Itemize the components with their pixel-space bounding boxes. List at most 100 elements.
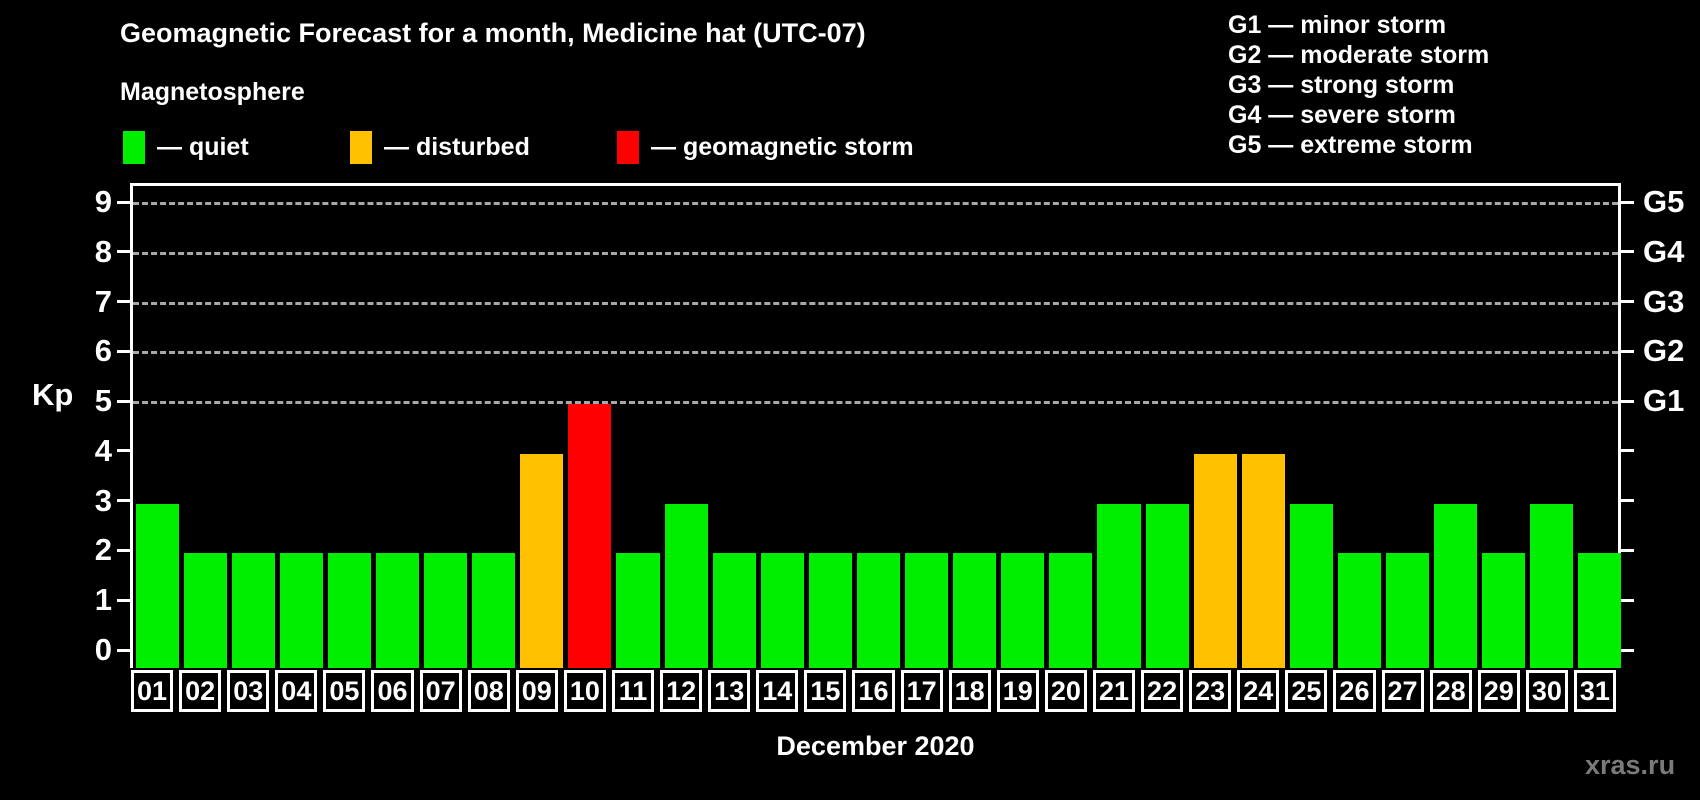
y-tick-label-6: 6 <box>94 333 112 369</box>
day-label-10: 10 <box>563 670 606 712</box>
day-label-04: 04 <box>275 670 318 712</box>
kp-bar-day-08 <box>472 553 516 668</box>
left-tick-kp4 <box>117 449 130 453</box>
kp-bar-day-12 <box>664 503 708 668</box>
day-label-20: 20 <box>1044 670 1087 712</box>
watermark: xras.ru <box>1585 750 1676 780</box>
y-tick-label-2: 2 <box>94 532 112 568</box>
gridline-kp8 <box>133 251 1618 255</box>
g-scale-tick-label-g5: G5 <box>1643 184 1685 219</box>
y-tick-label-9: 9 <box>94 184 112 219</box>
day-label-08: 08 <box>467 670 510 712</box>
kp-bar-day-19 <box>1001 553 1045 668</box>
y-tick-label-0: 0 <box>94 632 112 667</box>
gridline-kp9 <box>133 202 1618 205</box>
legend-heading: Magnetosphere <box>120 78 305 106</box>
x-axis-title: December 2020 <box>776 731 975 761</box>
day-label-05: 05 <box>323 670 366 712</box>
day-label-12: 12 <box>660 670 703 712</box>
right-tick-kp9 <box>1621 200 1634 204</box>
y-tick-label-7: 7 <box>94 283 112 319</box>
g-scale-line-g3: G3 — strong storm <box>1228 71 1455 99</box>
y-tick-label-5: 5 <box>94 383 112 419</box>
legend-item-label: — geomagnetic storm <box>651 133 914 161</box>
kp-bar-day-10 <box>568 404 612 668</box>
day-label-06: 06 <box>371 670 414 712</box>
x-axis-day-labels: 01 02 03 04 05 06 07 08 09 10 11 12 13 14 15 16 17 18 19 20… <box>130 670 1621 712</box>
day-label-01: 01 <box>131 670 174 712</box>
legend-item-label: — quiet <box>157 133 249 161</box>
legend-item-label: — disturbed <box>384 133 530 161</box>
kp-bar-day-13 <box>712 553 756 668</box>
legend-item-quiet: — quiet <box>123 131 249 164</box>
kp-bar-day-16 <box>856 553 901 668</box>
day-label-22: 22 <box>1141 670 1184 712</box>
day-label-17: 17 <box>900 670 943 712</box>
g-scale-line-g5: G5 — extreme storm <box>1228 131 1473 159</box>
kp-bar-day-26 <box>1337 553 1381 668</box>
kp-bar-day-21 <box>1097 503 1141 668</box>
day-label-14: 14 <box>756 670 799 712</box>
left-tick-kp7 <box>117 300 130 304</box>
y-tick-label-3: 3 <box>94 482 112 518</box>
kp-bar-day-23 <box>1193 453 1237 668</box>
kp-bar-day-27 <box>1386 553 1430 668</box>
right-tick-kp3 <box>1621 499 1634 503</box>
left-tick-kp9 <box>117 200 130 204</box>
disturbed-color-swatch <box>350 131 372 164</box>
kp-bar-day-18 <box>953 553 997 668</box>
day-label-28: 28 <box>1429 670 1472 712</box>
left-tick-kp8 <box>117 250 130 254</box>
kp-bar-day-20 <box>1049 553 1093 668</box>
kp-bar-day-06 <box>375 553 420 668</box>
kp-bar-day-25 <box>1289 503 1333 668</box>
left-tick-kp0 <box>117 648 130 652</box>
kp-bar-day-29 <box>1482 553 1526 668</box>
right-tick-kp7 <box>1621 300 1634 304</box>
day-label-13: 13 <box>708 670 751 712</box>
y-tick-label-4: 4 <box>94 432 112 468</box>
right-tick-kp5 <box>1621 399 1634 403</box>
right-tick-kp4 <box>1621 449 1634 453</box>
day-label-29: 29 <box>1477 670 1520 712</box>
g-scale-line-g4: G4 — severe storm <box>1228 101 1456 129</box>
right-tick-kp1 <box>1621 598 1634 602</box>
day-label-23: 23 <box>1189 670 1232 712</box>
left-tick-kp6 <box>117 349 130 353</box>
kp-bar-day-14 <box>760 553 804 668</box>
kp-bar-day-30 <box>1530 503 1574 668</box>
right-tick-kp8 <box>1621 250 1634 254</box>
day-label-25: 25 <box>1285 670 1328 712</box>
kp-bar-day-31 <box>1578 553 1622 668</box>
kp-bar-day-02 <box>183 553 227 668</box>
chart-title: Geomagnetic Forecast for a month, Medici… <box>120 18 866 48</box>
legend-item-storm: — geomagnetic storm <box>617 131 914 164</box>
g-scale-tick-label-g2: G2 <box>1643 333 1685 369</box>
right-tick-kp2 <box>1621 548 1634 552</box>
g-scale-tick-label-g4: G4 <box>1643 233 1685 269</box>
left-tick-kp2 <box>117 548 130 552</box>
kp-bar-day-22 <box>1145 503 1189 668</box>
kp-bar-day-28 <box>1434 503 1478 668</box>
day-label-26: 26 <box>1333 670 1376 712</box>
gridlines <box>133 186 1618 668</box>
legend-item-disturbed: — disturbed <box>350 131 530 164</box>
day-label-16: 16 <box>852 670 895 712</box>
g-scale-tick-label-g1: G1 <box>1643 383 1685 419</box>
gridline-kp5 <box>133 401 1618 405</box>
g-scale-line-g2: G2 — moderate storm <box>1228 41 1490 69</box>
day-label-09: 09 <box>515 670 558 712</box>
day-label-11: 11 <box>611 670 655 712</box>
right-tick-kp6 <box>1621 349 1634 353</box>
y-tick-label-1: 1 <box>94 582 112 618</box>
kp-bar-day-01 <box>135 503 179 668</box>
kp-bar-day-11 <box>616 553 660 668</box>
day-label-02: 02 <box>179 670 222 712</box>
day-label-31: 31 <box>1573 670 1616 712</box>
y-tick-label-8: 8 <box>94 233 112 269</box>
gridline-kp7 <box>133 301 1618 305</box>
kp-bars <box>133 186 1622 668</box>
y-axis-title: Kp <box>32 377 74 412</box>
quiet-color-swatch <box>123 131 145 164</box>
kp-bar-day-03 <box>231 553 275 668</box>
